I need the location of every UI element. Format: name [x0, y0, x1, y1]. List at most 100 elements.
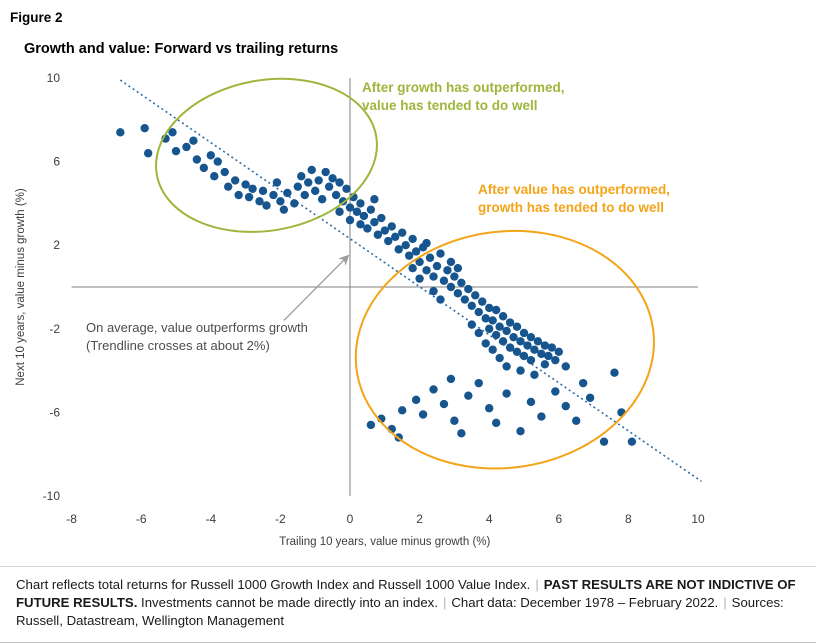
scatter-point	[491, 305, 501, 315]
x-tick-label: 6	[555, 512, 562, 526]
scatter-point	[436, 295, 445, 304]
scatter-point	[551, 387, 560, 396]
scatter-point	[171, 146, 181, 156]
scatter-point	[474, 328, 483, 338]
scatter-point	[533, 337, 543, 346]
scatter-point	[398, 406, 407, 415]
x-tick-label: 2	[416, 512, 423, 526]
figure-label: Figure 2	[10, 10, 63, 25]
scatter-point	[530, 345, 539, 354]
scatter-point	[599, 437, 609, 446]
scatter-point	[491, 330, 501, 340]
scatter-point	[467, 301, 476, 311]
scatter-point	[505, 343, 515, 352]
scatter-point	[544, 351, 553, 361]
scatter-point	[502, 362, 511, 371]
scatter-point	[398, 228, 407, 237]
x-tick-label: 0	[347, 512, 354, 526]
scatter-point	[551, 355, 560, 365]
scatter-point	[572, 416, 581, 425]
scatter-point	[578, 378, 588, 388]
scatter-point	[206, 151, 215, 160]
scatter-point	[307, 165, 316, 175]
scatter-point	[377, 213, 386, 223]
scatter-chart: -8 -6 -4 -2 0 2 4 6 8 10 -10 -6 -2 2 6 10 Trailing 10 ye…	[0, 61, 816, 566]
scatter-point	[401, 241, 410, 250]
scatter-point	[300, 190, 309, 200]
scatter-point	[446, 374, 456, 384]
scatter-point	[516, 427, 525, 436]
scatter-point	[485, 303, 494, 313]
scatter-point	[168, 128, 177, 137]
scatter-point	[370, 195, 379, 204]
scatter-point	[345, 215, 355, 225]
x-tick-label: -8	[66, 512, 77, 526]
scatter-point	[366, 205, 376, 214]
scatter-point	[526, 397, 536, 407]
scatter-point	[537, 349, 546, 359]
scatter-point	[258, 186, 268, 196]
scatter-point	[356, 199, 365, 208]
scatter-point	[432, 261, 442, 271]
scatter-point	[467, 320, 476, 329]
scatter-point	[436, 249, 445, 258]
x-tick-label: 8	[625, 512, 632, 526]
scatter-point	[460, 295, 470, 304]
scatter-point	[189, 136, 198, 145]
y-tick-label: -6	[49, 405, 60, 419]
scatter-point	[439, 399, 449, 409]
scatter-point	[262, 201, 271, 210]
scatter-point	[283, 188, 292, 198]
scatter-point	[481, 314, 490, 323]
x-axis-title: Trailing 10 years, value minus growth (%…	[279, 536, 490, 548]
x-tick-label: 10	[691, 512, 705, 526]
x-tick-label: -2	[275, 512, 286, 526]
scatter-point	[269, 190, 278, 200]
scatter-point	[290, 199, 299, 208]
scatter-point	[384, 236, 393, 246]
scatter-point	[523, 341, 532, 350]
scatter-point	[464, 284, 473, 294]
scatter-point	[498, 312, 508, 321]
scatter-point	[540, 360, 550, 369]
scatter-point	[415, 257, 424, 267]
scatter-point	[495, 322, 504, 331]
scatter-point	[446, 257, 456, 267]
scatter-point	[244, 192, 254, 202]
footnote: Chart reflects total returns for Russell…	[0, 566, 816, 629]
footnote-separator: |	[723, 594, 727, 610]
scatter-point	[446, 282, 456, 292]
x-tick-label: -4	[205, 512, 216, 526]
scatter-point	[422, 266, 431, 275]
scatter-point	[585, 393, 595, 402]
scatter-point	[192, 155, 202, 164]
scatter-point	[408, 263, 417, 273]
scatter-point	[457, 278, 466, 288]
scatter-point	[314, 176, 323, 185]
scatter-point	[495, 353, 504, 363]
scatter-point	[213, 157, 222, 166]
scatter-point	[311, 186, 320, 196]
footnote-text-1: Chart reflects total returns for Russell…	[16, 577, 531, 592]
y-tick-label: 2	[53, 238, 60, 252]
scatter-point	[418, 410, 428, 419]
scatter-point	[450, 272, 459, 281]
scatter-point	[370, 218, 379, 227]
scatter-point	[248, 184, 257, 193]
value-outperformed-cluster-ellipse	[354, 229, 655, 470]
scatter-point	[279, 205, 289, 214]
scatter-point	[502, 389, 511, 398]
y-tick-label: 10	[47, 71, 61, 85]
scatter-point	[453, 289, 463, 298]
x-tick-label: -6	[136, 512, 147, 526]
scatter-point	[526, 332, 536, 342]
scatter-point	[422, 238, 431, 248]
note-arrow	[283, 254, 350, 321]
scatter-point	[505, 318, 515, 327]
scatter-point	[356, 220, 365, 229]
scatter-point	[498, 337, 508, 346]
scatter-point	[224, 182, 233, 191]
scatter-point	[453, 263, 463, 273]
scatter-point	[366, 420, 376, 430]
